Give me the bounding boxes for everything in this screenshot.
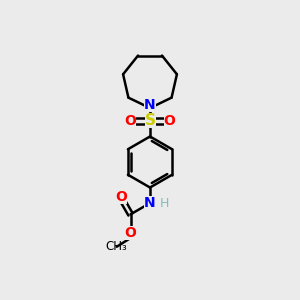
Text: O: O bbox=[115, 190, 127, 205]
Text: CH₃: CH₃ bbox=[106, 240, 128, 253]
Text: H: H bbox=[160, 196, 169, 210]
Text: N: N bbox=[144, 98, 156, 112]
Text: N: N bbox=[144, 196, 156, 210]
Text: O: O bbox=[164, 114, 175, 128]
Text: O: O bbox=[124, 226, 136, 240]
Text: S: S bbox=[145, 113, 155, 128]
Text: O: O bbox=[124, 114, 136, 128]
